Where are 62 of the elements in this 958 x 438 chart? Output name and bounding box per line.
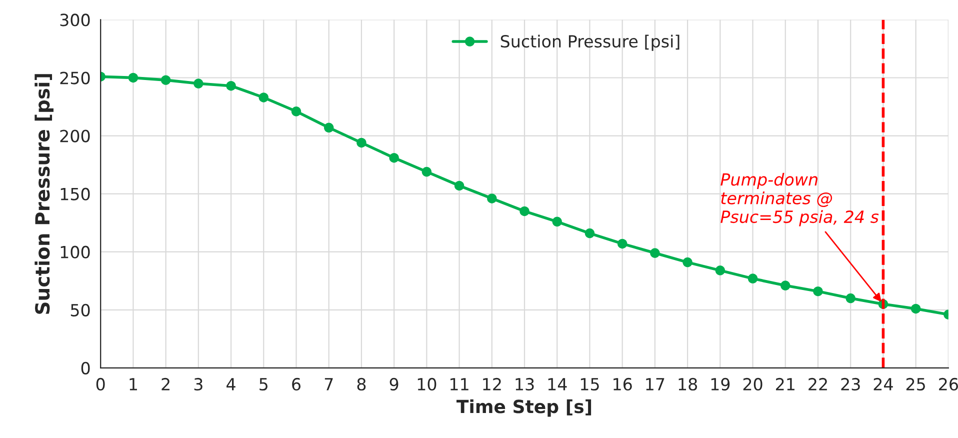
point [422,166,432,177]
point [617,238,628,249]
x-tick-label: 20 [743,378,762,391]
y-tick-label: 50 [70,304,90,316]
point [389,152,399,163]
point [552,216,562,227]
point [910,304,921,314]
x-tick-label: 0 [96,378,105,391]
point [454,180,464,191]
point [487,194,497,204]
point [813,286,823,296]
x-tick-label: 1 [130,378,137,390]
x-tick-label: 18 [678,378,698,391]
y-tick-label: 200 [60,130,90,142]
x-tick-label: 13 [516,378,534,391]
point [650,248,660,258]
x-axis-title: Time Step [s] [456,399,592,417]
x-tick-label: 10 [418,378,436,391]
x-tick-label: 6 [292,378,300,391]
x-tick-label: 26 [939,378,958,391]
x-tick-label: 14 [548,378,567,390]
y-tick-label: 0 [81,362,90,374]
legend-label: Suction Pressure [psi] [500,34,680,51]
point [715,266,726,276]
x-tick-label: 25 [906,378,925,391]
x-tick-label: 22 [808,378,827,390]
x-tick-label: 23 [841,378,860,391]
x-tick-label: 2 [162,378,170,390]
point [356,138,366,148]
x-tick-label: 19 [711,378,730,391]
x-tick-label: 21 [776,378,794,390]
point [160,75,171,85]
x-tick-label: 16 [614,378,632,391]
x-tick-label: 4 [226,378,236,390]
x-tick-label: 24 [874,378,893,390]
x-tick-label: 11 [450,378,468,390]
point [194,78,204,88]
x-tick-label: 17 [646,378,664,390]
x-tick-label: 15 [580,378,599,391]
point [748,274,758,284]
point [291,106,302,116]
point [846,293,856,304]
point [520,206,530,216]
x-tick-label: 5 [260,378,268,391]
point [258,92,268,102]
x-tick-label: 7 [324,378,333,390]
y-tick-label: 300 [60,14,90,26]
point [584,228,595,238]
x-tick-label: 8 [357,378,366,391]
point [682,257,692,268]
point [226,81,236,91]
point [324,122,334,133]
y-tick-label: 100 [60,246,90,258]
y-axis-title: Suction Pressure [psi] [34,74,54,314]
x-tick-label: 12 [483,378,501,390]
x-tick-label: 9 [390,378,398,391]
point [780,280,790,290]
annotation: Pump-down terminates @ Psuc=55 psia, 24 s [720,172,879,226]
y-tick-label: 250 [60,72,90,84]
y-tick-label: 150 [60,188,90,200]
point [128,72,138,83]
x-tick-label: 3 [194,378,202,391]
